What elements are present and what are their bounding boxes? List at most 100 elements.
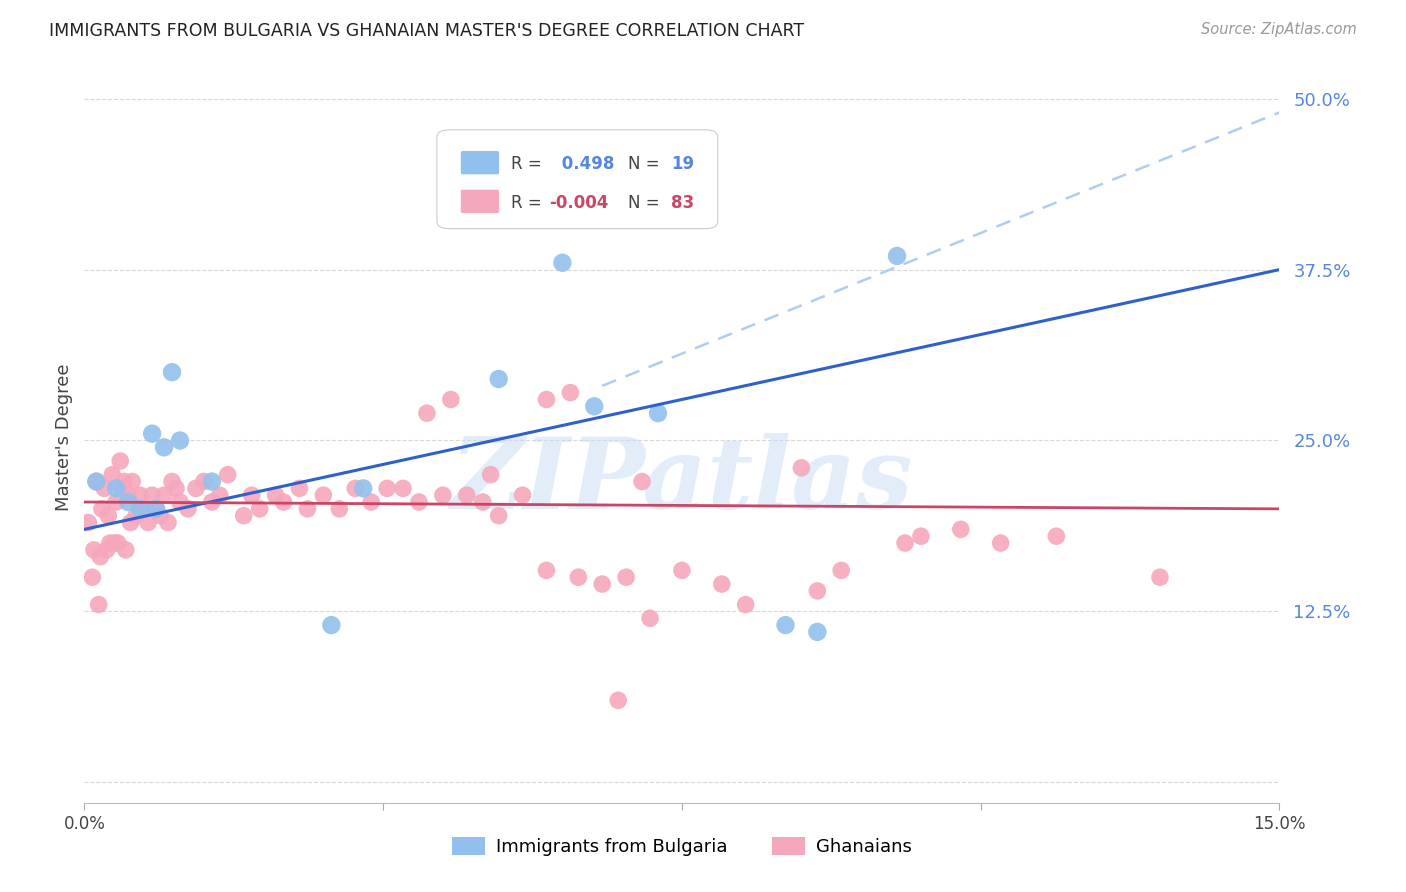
Point [264, 488, 287, 502]
Point [83, 542, 105, 557]
Point [217, 467, 239, 482]
Point [169, 495, 191, 509]
Point [360, 495, 382, 509]
Point [488, 508, 510, 523]
Point [830, 563, 852, 577]
Point [87, 598, 110, 612]
Y-axis label: Master's Degree: Master's Degree [55, 363, 73, 511]
Point [136, 516, 159, 530]
Point [638, 611, 661, 625]
Point [141, 488, 163, 502]
Point [132, 501, 156, 516]
Point [567, 570, 589, 584]
Point [90, 501, 112, 516]
Point [488, 372, 510, 386]
Point [647, 406, 669, 420]
Point [160, 475, 183, 489]
Text: 83: 83 [671, 194, 695, 211]
Point [1045, 529, 1067, 543]
Point [121, 475, 143, 489]
Point [806, 624, 828, 639]
Point [201, 475, 224, 489]
Text: N =: N = [628, 155, 665, 173]
FancyBboxPatch shape [437, 130, 718, 228]
Point [149, 508, 172, 523]
Point [104, 536, 127, 550]
Point [208, 488, 231, 502]
Point [114, 542, 136, 557]
Point [111, 481, 134, 495]
Point [153, 488, 176, 502]
Point [321, 618, 343, 632]
Point [894, 536, 917, 550]
Point [145, 501, 167, 516]
Point [328, 501, 350, 516]
Point [671, 563, 693, 577]
Point [710, 577, 733, 591]
Point [775, 618, 797, 632]
Point [97, 508, 120, 523]
Point [89, 549, 111, 564]
Point [117, 495, 139, 509]
Point [165, 481, 187, 495]
Point [614, 570, 637, 584]
Point [193, 475, 215, 489]
Point [416, 406, 439, 420]
Text: 0.498: 0.498 [557, 155, 614, 173]
Point [910, 529, 932, 543]
Point [117, 488, 139, 502]
Point [184, 481, 207, 495]
Point [82, 570, 104, 584]
Point [288, 481, 311, 495]
Point [352, 481, 374, 495]
Text: R =: R = [510, 194, 547, 211]
Point [101, 467, 124, 482]
Point [806, 583, 828, 598]
Point [1149, 570, 1171, 584]
Point [93, 481, 115, 495]
FancyBboxPatch shape [461, 151, 499, 174]
Point [107, 536, 129, 550]
Text: IMMIGRANTS FROM BULGARIA VS GHANAIAN MASTER'S DEGREE CORRELATION CHART: IMMIGRANTS FROM BULGARIA VS GHANAIAN MAS… [49, 22, 804, 40]
Point [560, 385, 582, 400]
Text: R =: R = [510, 155, 547, 173]
Point [112, 475, 135, 489]
Text: -0.004: -0.004 [550, 194, 609, 211]
Point [232, 508, 254, 523]
Point [157, 516, 180, 530]
Point [125, 508, 148, 523]
Point [949, 522, 972, 536]
Point [145, 501, 167, 516]
Point [129, 488, 152, 502]
Point [273, 495, 295, 509]
Point [169, 434, 191, 448]
Point [344, 481, 367, 495]
Point [591, 577, 613, 591]
Point [432, 488, 454, 502]
Point [86, 475, 108, 489]
Text: N =: N = [628, 194, 665, 211]
Point [790, 460, 813, 475]
Point [160, 365, 183, 379]
Point [536, 563, 558, 577]
Point [631, 475, 654, 489]
FancyBboxPatch shape [461, 190, 499, 213]
Point [177, 501, 200, 516]
Point [98, 536, 121, 550]
Point [96, 542, 118, 557]
Point [536, 392, 558, 407]
Point [120, 516, 142, 530]
Point [583, 400, 606, 414]
Point [440, 392, 463, 407]
Point [471, 495, 494, 509]
Point [551, 256, 574, 270]
Point [249, 501, 271, 516]
Text: 19: 19 [671, 155, 695, 173]
Legend: Immigrants from Bulgaria, Ghanaians: Immigrants from Bulgaria, Ghanaians [446, 830, 918, 863]
Point [240, 488, 263, 502]
Point [734, 598, 756, 612]
Point [129, 501, 152, 516]
Point [141, 426, 163, 441]
Point [105, 481, 128, 495]
Point [512, 488, 534, 502]
